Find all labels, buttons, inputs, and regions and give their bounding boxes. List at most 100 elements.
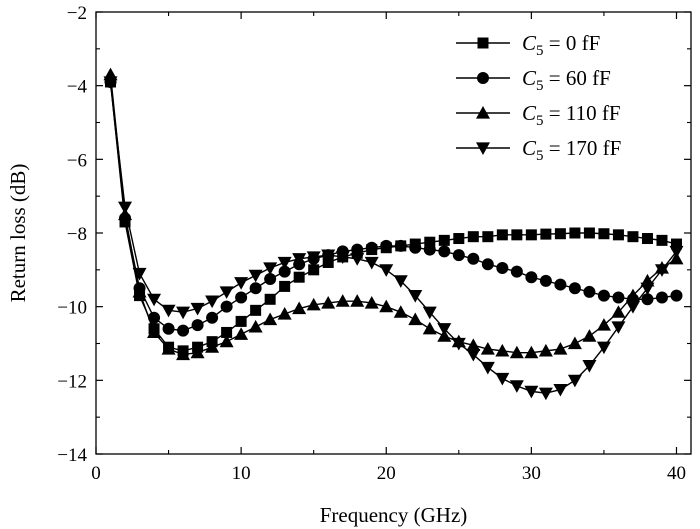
data-point <box>190 345 205 359</box>
data-point <box>161 342 176 355</box>
data-point <box>640 282 655 296</box>
x-tick-label: 30 <box>522 463 541 484</box>
data-point <box>596 341 611 355</box>
data-point <box>452 249 465 262</box>
data-point <box>176 306 191 320</box>
data-point <box>424 236 436 248</box>
data-point <box>279 280 291 292</box>
data-point <box>380 239 393 252</box>
data-point <box>567 336 582 350</box>
data-point <box>191 319 204 332</box>
data-point <box>438 245 451 258</box>
legend-label: C5 = 110 fF <box>522 101 621 129</box>
data-point <box>495 372 510 386</box>
data-point <box>220 300 233 313</box>
legend-label: C5 = 170 fF <box>522 136 621 164</box>
data-point <box>118 201 133 215</box>
y-axis-title: Return loss (dB) <box>6 164 30 303</box>
series-layer <box>103 67 684 401</box>
data-point <box>641 293 654 306</box>
data-point <box>538 343 553 357</box>
y-tick-label: −2 <box>67 3 87 24</box>
legend-item: C5 = 60 fF <box>456 66 611 94</box>
data-point <box>176 347 191 361</box>
data-point <box>248 269 263 283</box>
data-point <box>103 76 118 89</box>
data-point <box>480 342 495 355</box>
data-point <box>495 343 510 357</box>
legend-marker <box>477 72 489 84</box>
data-point <box>205 340 220 353</box>
data-point <box>408 312 423 326</box>
data-point <box>596 318 611 331</box>
data-point <box>308 264 320 276</box>
data-point <box>278 265 291 278</box>
data-point <box>235 315 247 327</box>
data-point <box>205 295 220 309</box>
data-point <box>221 326 233 338</box>
data-point <box>598 228 610 240</box>
y-tick-label: −6 <box>67 150 87 171</box>
data-point <box>219 286 234 299</box>
data-point <box>612 291 625 304</box>
data-point <box>292 301 307 315</box>
data-point <box>322 256 334 268</box>
data-point <box>437 323 452 336</box>
data-point <box>335 251 350 264</box>
data-point <box>162 322 175 335</box>
legend-marker <box>477 37 489 49</box>
data-point <box>655 291 668 304</box>
data-point <box>423 243 436 256</box>
data-point <box>669 245 684 259</box>
data-point <box>292 253 307 266</box>
data-point <box>147 325 162 339</box>
data-point <box>554 278 567 291</box>
data-point <box>467 231 479 243</box>
data-point <box>641 233 653 245</box>
data-point <box>393 275 408 288</box>
data-point <box>582 329 597 342</box>
data-point <box>554 228 566 240</box>
legend: C5 = 0 fF C5 = 60 fF C5 = 110 fF C5 = 170 f… <box>456 31 621 164</box>
legend-label: C5 = 0 fF <box>522 31 600 59</box>
data-point <box>350 253 365 266</box>
data-point <box>249 282 262 295</box>
data-point <box>453 233 465 245</box>
data-point <box>350 294 365 307</box>
series-4 <box>103 76 684 401</box>
legend-marker <box>476 106 490 119</box>
data-point <box>263 262 278 275</box>
x-tick-label: 0 <box>91 463 101 484</box>
data-point <box>482 231 494 243</box>
data-point <box>568 282 581 295</box>
data-point <box>335 294 350 307</box>
data-point <box>408 290 423 303</box>
data-point <box>394 239 407 252</box>
data-point <box>379 264 394 277</box>
data-point <box>277 256 292 270</box>
legend-item: C5 = 0 fF <box>456 31 600 59</box>
data-point <box>654 264 669 277</box>
data-point <box>206 311 219 324</box>
data-point <box>264 293 276 305</box>
data-point <box>582 360 597 373</box>
data-point <box>321 295 336 309</box>
data-point <box>583 227 595 239</box>
data-point <box>306 251 321 264</box>
data-point <box>306 297 321 311</box>
data-point <box>480 361 495 375</box>
data-point <box>467 252 480 265</box>
data-point <box>234 277 249 290</box>
data-point <box>510 265 523 278</box>
data-point <box>524 345 539 359</box>
data-point <box>351 243 364 256</box>
series-line <box>109 74 677 356</box>
data-point <box>293 271 305 283</box>
data-point <box>263 312 278 326</box>
data-point <box>538 387 553 401</box>
y-tick-label: −10 <box>57 298 87 319</box>
x-axis-title: Frequency (GHz) <box>320 503 468 527</box>
data-point <box>277 307 292 320</box>
data-point <box>540 228 552 240</box>
